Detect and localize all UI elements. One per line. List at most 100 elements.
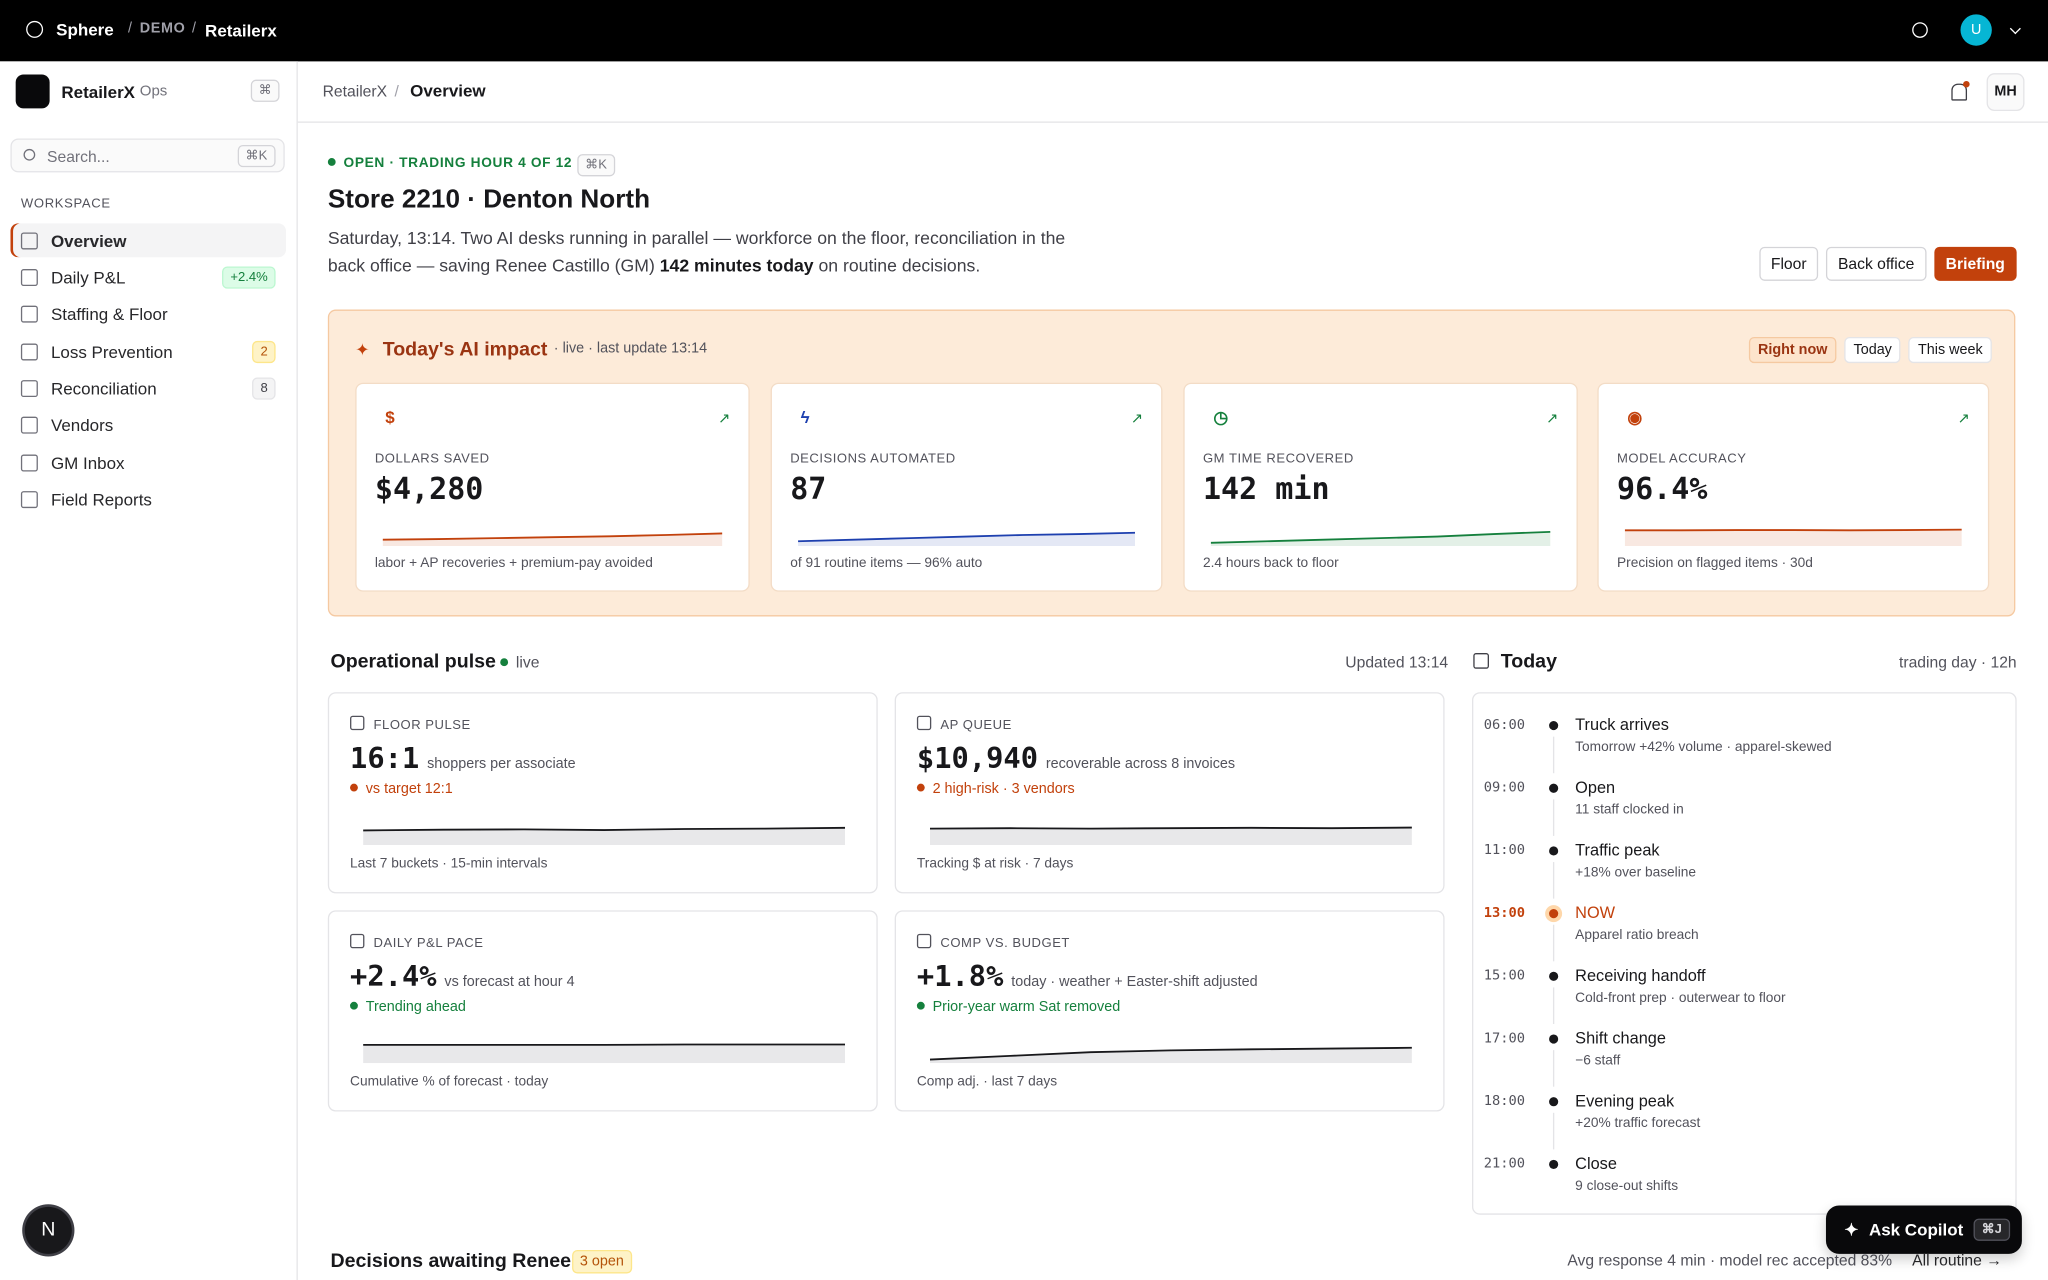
nav-item[interactable]: Daily P&L +2.4% [10, 260, 286, 294]
event-line [1552, 736, 1555, 774]
pulse-card: FLOOR PULSE 16:1 shoppers per associate vs … [327, 692, 878, 894]
user-avatar[interactable]: MH [1986, 73, 2025, 112]
desc-emphasis: 142 minutes today [659, 255, 814, 275]
timeline: 06:00 Truck arrives Tomorrow +42% volume ·… [1471, 692, 2017, 1215]
theme-toggle[interactable] [1912, 22, 1928, 38]
nav-label: GM Inbox [50, 453, 125, 473]
sparkline-area [929, 827, 1412, 846]
crumb[interactable]: Retailerx [205, 20, 277, 41]
help-button[interactable]: N [24, 1206, 72, 1254]
sparkline-line [363, 826, 846, 832]
value-text: 16:1 [350, 743, 420, 776]
kpi-note: labor + AP recoveries + premium-pay avoi… [374, 555, 653, 571]
value-unit: vs forecast at hour 4 [444, 974, 575, 991]
brand[interactable]: Sphere [56, 19, 114, 40]
event-time: 18:00 [1483, 1093, 1526, 1109]
section-label: WORKSPACE [20, 197, 111, 212]
crumb[interactable]: DEMO [139, 20, 186, 37]
nav-icon [20, 231, 38, 249]
kpi-card: ◷ ↗ GM TIME RECOVERED 142 min 2.4 hours back… [1183, 382, 1578, 592]
event-time: 21:00 [1483, 1155, 1526, 1172]
nav-item[interactable]: Loss Prevention 2 [10, 335, 286, 369]
crumb[interactable]: RetailerX [322, 82, 388, 101]
kpi-label: GM TIME RECOVERED [1202, 451, 1354, 467]
avatar[interactable]: U [1960, 14, 1992, 46]
event-dot [1549, 1034, 1559, 1044]
status-text: Prior-year warm Sat removed [932, 999, 1121, 1015]
event-dot [1549, 1159, 1559, 1169]
org-name[interactable]: RetailerX [61, 82, 136, 102]
nav-label: Vendors [50, 415, 114, 436]
nav-label: Overview [50, 230, 127, 251]
tab[interactable]: This week [1908, 336, 1992, 364]
event-line [1552, 1112, 1555, 1150]
card-note: Comp adj. · last 7 days [916, 1073, 1058, 1090]
timeline-event: 21:00 Close 9 close-out shifts [1473, 1155, 2015, 1219]
sparkline-line [798, 531, 1136, 543]
card-value: 16:1 shoppers per associate [350, 743, 576, 776]
nav-label: Field Reports [50, 490, 152, 510]
timeline-event: 13:00 NOW Apparel ratio breach [1473, 903, 2015, 968]
nav-icon [20, 380, 38, 398]
sparkline-line [1210, 530, 1551, 544]
trend-icon: ↗ [1546, 411, 1559, 428]
search-icon [23, 148, 36, 161]
sparkline-line [929, 826, 1412, 830]
value-text: +2.4% [350, 961, 437, 994]
sparkline-area [798, 532, 1136, 546]
nav-item[interactable]: Staffing & Floor [10, 298, 286, 332]
shortcut: ⌘K [237, 144, 276, 168]
count-badge: 3 open [572, 1249, 632, 1274]
kpi-label: DOLLARS SAVED [374, 451, 490, 467]
pulse-grid: FLOOR PULSE 16:1 shoppers per associate vs … [327, 692, 1445, 1112]
card-label: AP QUEUE [917, 716, 1012, 732]
briefing-button[interactable]: Briefing [1933, 246, 2017, 281]
card-value: $10,940 recoverable across 8 invoices [917, 743, 1235, 776]
card-status: Trending ahead [350, 999, 466, 1015]
status-text: Trending ahead [365, 999, 466, 1015]
status-text: OPEN · TRADING HOUR 4 OF 12 [343, 155, 573, 172]
nav-item[interactable]: Vendors [10, 409, 286, 443]
kpi-value: 96.4% [1616, 472, 1708, 507]
event-title: NOW [1575, 903, 1616, 923]
event-line [1552, 924, 1555, 962]
section-title: Decisions awaiting Renee [330, 1249, 572, 1273]
nav-item[interactable]: Overview [10, 223, 287, 258]
all-routine-link[interactable]: All routine → [1912, 1251, 2002, 1270]
event-line [1552, 987, 1555, 1024]
kpi-value: $4,280 [374, 472, 484, 507]
chevron[interactable] [2009, 23, 2021, 35]
back-office-button[interactable]: Back office [1826, 246, 1927, 281]
pulse-card: COMP VS. BUDGET +1.8% today · weather + Ea… [894, 910, 1445, 1112]
nav-item[interactable]: Reconciliation 8 [10, 372, 286, 406]
bell[interactable] [1951, 83, 1968, 101]
event-dot [1549, 971, 1559, 981]
timeline-event: 17:00 Shift change −6 staff [1473, 1029, 2015, 1094]
value-text: +1.8% [916, 961, 1004, 994]
search-box[interactable]: Search... ⌘K [10, 138, 285, 173]
nav-icon [20, 305, 38, 323]
nav-item[interactable]: Field Reports [10, 483, 286, 517]
nav-icon [20, 343, 38, 361]
description: Saturday, 13:14. Two AI desks running in… [328, 226, 1079, 280]
card-label: DAILY P&L PACE [350, 934, 483, 950]
copilot-button[interactable]: ✦ Ask Copilot ⌘J [1825, 1205, 2022, 1254]
tab[interactable]: Right now [1748, 336, 1837, 364]
event-sub: 11 staff clocked in [1575, 801, 1684, 818]
shortcut[interactable]: ⌘K [577, 154, 615, 177]
logo [26, 20, 44, 38]
event-time: 13:00 [1483, 905, 1526, 921]
kpi-label: MODEL ACCURACY [1616, 451, 1747, 467]
kpi-note: 2.4 hours back to floor [1202, 555, 1339, 571]
tab[interactable]: Today [1844, 336, 1902, 364]
floor-button[interactable]: Floor [1759, 246, 1819, 281]
sparkline [1210, 530, 1551, 546]
shortcut[interactable]: ⌘ [250, 79, 280, 102]
tabs: Right now Today This week [1748, 336, 1992, 364]
trend-icon: ↗ [718, 411, 731, 428]
nav-item[interactable]: GM Inbox [10, 446, 286, 480]
sparkline-line [1624, 528, 1962, 532]
sparkline [929, 1046, 1412, 1064]
